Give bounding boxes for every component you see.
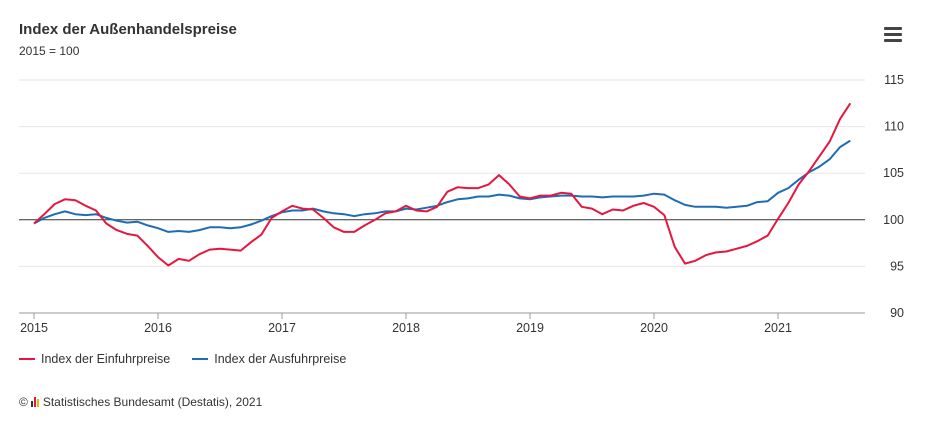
y-tick-label: 105 [883, 166, 904, 180]
menu-bar [884, 39, 902, 42]
legend-label: Index der Einfuhrpreise [41, 352, 171, 366]
legend-item-import[interactable]: Index der Einfuhrpreise [19, 352, 170, 366]
y-tick-label: 115 [884, 73, 904, 87]
source-note: © Statistisches Bundesamt (Destatis), 20… [19, 395, 262, 409]
source-text: Statistisches Bundesamt (Destatis), 2021 [42, 395, 263, 409]
y-tick-label: 90 [890, 306, 904, 320]
y-tick-label: 100 [883, 213, 904, 227]
legend-label: Index der Ausfuhrpreise [214, 352, 347, 366]
legend: Index der Einfuhrpreise Index der Ausfuh… [19, 352, 346, 366]
x-tick-label: 2018 [392, 321, 420, 335]
y-tick-label: 110 [884, 120, 904, 134]
legend-swatch-export [192, 358, 209, 360]
hamburger-menu-icon[interactable] [880, 24, 906, 44]
x-tick-label: 2020 [640, 321, 668, 335]
x-tick-label: 2021 [764, 321, 792, 335]
y-tick-label: 95 [890, 259, 904, 273]
legend-item-export[interactable]: Index der Ausfuhrpreise [192, 352, 346, 366]
destatis-logo-icon [30, 397, 39, 407]
series-line-export [33, 139, 851, 233]
x-tick-label: 2015 [20, 321, 48, 335]
x-tick-label: 2019 [516, 321, 544, 335]
legend-swatch-import [19, 358, 35, 360]
x-tick-label: 2016 [144, 321, 172, 335]
chart-title: Index der Außenhandelspreise [19, 21, 237, 38]
series-line-import [33, 102, 852, 267]
x-tick-label: 2017 [268, 321, 296, 335]
chart-subtitle: 2015 = 100 [19, 44, 80, 58]
menu-bar [884, 33, 902, 36]
menu-bar [884, 27, 902, 30]
copyright-symbol: © [19, 395, 28, 409]
